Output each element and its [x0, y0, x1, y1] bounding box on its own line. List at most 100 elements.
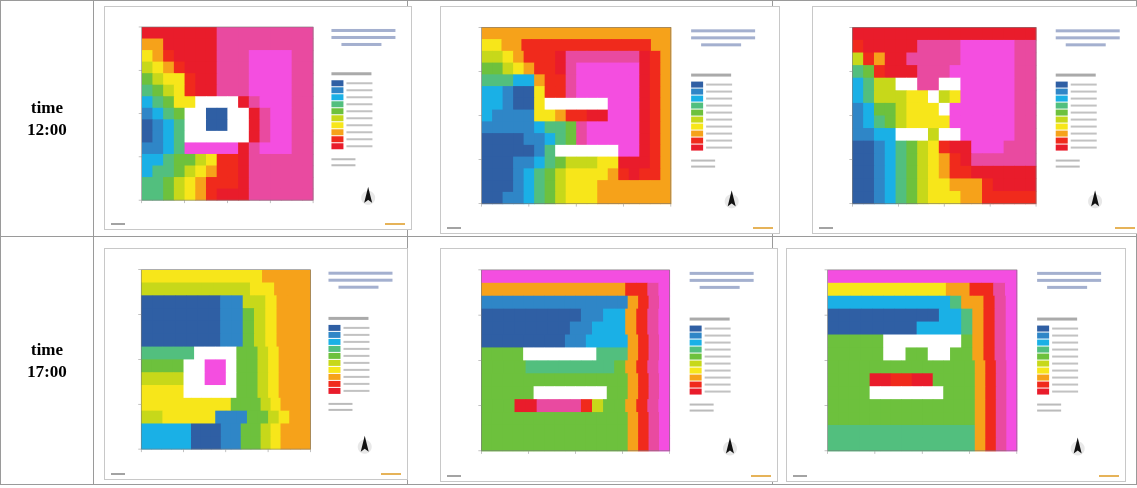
heatmap-cell	[276, 295, 289, 309]
heatmap-cell	[555, 133, 567, 146]
north-arrow-icon	[364, 186, 373, 203]
heatmap-cell	[648, 347, 660, 361]
heatmap-cell	[838, 386, 850, 400]
heatmap-cell	[163, 153, 175, 167]
heatmap-cell	[985, 424, 997, 439]
heatmap-cell	[513, 109, 525, 122]
heatmap-cell	[647, 308, 660, 323]
heatmap-cell	[525, 308, 538, 323]
heatmap-cell	[607, 133, 619, 146]
heatmap-cell	[938, 65, 951, 79]
heatmap-cell	[597, 50, 609, 64]
heatmap-cell	[627, 269, 639, 284]
heatmap-cell	[194, 359, 206, 373]
heatmap-cell	[606, 334, 618, 349]
heatmap-cell	[259, 26, 271, 40]
heatmap-cell	[259, 119, 271, 132]
heatmap-cell	[561, 39, 572, 52]
heatmap-cell	[863, 165, 875, 180]
heatmap-cell	[596, 424, 608, 439]
heatmap-cell	[985, 437, 997, 452]
heatmap-cell	[503, 282, 516, 297]
north-arrow-icon	[727, 190, 736, 207]
heatmap-cell	[852, 128, 864, 142]
heatmap-cell	[544, 412, 556, 426]
heatmap-cell	[627, 386, 639, 400]
heatmap-cell	[938, 295, 951, 310]
heatmap-cell	[141, 423, 152, 437]
heatmap-cell	[141, 26, 154, 40]
heatmap-cell	[173, 73, 186, 86]
heatmap-cell	[863, 27, 875, 41]
heatmap-cell	[827, 399, 839, 413]
heatmap-cell	[916, 334, 929, 349]
heatmap-cell	[523, 347, 535, 361]
heatmap-cell	[898, 282, 911, 297]
heatmap-cell	[895, 140, 907, 154]
heatmap-cell	[971, 77, 983, 91]
heatmap-cell	[184, 188, 196, 201]
heatmap-cell	[260, 423, 272, 437]
heatmap-cell	[181, 423, 192, 437]
heatmap-cell	[227, 107, 239, 120]
legend-swatch	[689, 367, 702, 374]
heatmap-cell	[949, 65, 961, 79]
legend-swatch	[1055, 88, 1068, 95]
footer-right	[753, 227, 773, 229]
heatmap-cell	[280, 107, 293, 120]
heatmap-cell	[880, 424, 892, 439]
heatmap-cell	[649, 191, 661, 205]
heatmap-cell	[848, 399, 860, 413]
heatmap-cell	[274, 282, 287, 296]
heatmap-cell	[618, 144, 630, 158]
heatmap-cell	[638, 373, 650, 387]
legend-swatch	[1055, 81, 1068, 88]
heatmap-cell	[985, 386, 997, 400]
footer-right	[1115, 227, 1135, 229]
heatmap-cell	[184, 38, 196, 51]
heatmap-cell	[564, 269, 576, 284]
heatmap-cell	[291, 73, 303, 86]
heatmap-cell	[280, 73, 293, 86]
heatmap-cell	[827, 321, 840, 336]
heatmap-cell	[523, 180, 535, 193]
heatmap-cell	[152, 61, 164, 74]
heatmap-cell	[917, 115, 929, 129]
heatmap-cell	[585, 334, 597, 349]
heatmap-cell	[927, 347, 940, 361]
heatmap-cell	[660, 74, 672, 87]
heatmap-cell	[603, 282, 615, 297]
heatmap-cell	[932, 437, 944, 452]
heatmap-cell	[648, 373, 660, 387]
heatmap-cell	[873, 178, 886, 192]
heatmap-cell	[580, 308, 593, 323]
heatmap-cell	[1006, 399, 1018, 413]
heatmap-cell	[215, 359, 227, 373]
heatmap-cell	[906, 52, 918, 66]
heatmap-cell	[502, 437, 514, 452]
heatmap-cell	[152, 107, 164, 120]
heatmap-cell	[502, 373, 514, 387]
heatmap-cell	[636, 308, 648, 323]
heatmap-cell	[181, 436, 192, 450]
heatmap-cell	[183, 410, 195, 425]
heatmap-cell	[513, 97, 525, 111]
legend-swatch	[691, 88, 704, 95]
legend-label	[1070, 118, 1097, 121]
heatmap-cell	[1014, 65, 1026, 79]
heatmap-cell	[161, 423, 172, 437]
heatmap-cell	[960, 102, 972, 117]
heatmap-cell	[827, 386, 839, 400]
heatmap-cell	[827, 282, 840, 297]
heatmap-cell	[525, 360, 538, 374]
heatmap-cell	[863, 191, 875, 205]
heatmap-cell	[302, 26, 314, 40]
heatmap-cell	[215, 410, 227, 425]
title-line	[691, 36, 756, 40]
heatmap-cell	[534, 144, 546, 158]
heatmap-cell	[302, 177, 314, 190]
legend-swatch	[1037, 339, 1050, 346]
heatmap-cell	[995, 360, 1007, 374]
heatmap-cell	[502, 334, 514, 349]
heatmap-cell	[852, 178, 864, 192]
